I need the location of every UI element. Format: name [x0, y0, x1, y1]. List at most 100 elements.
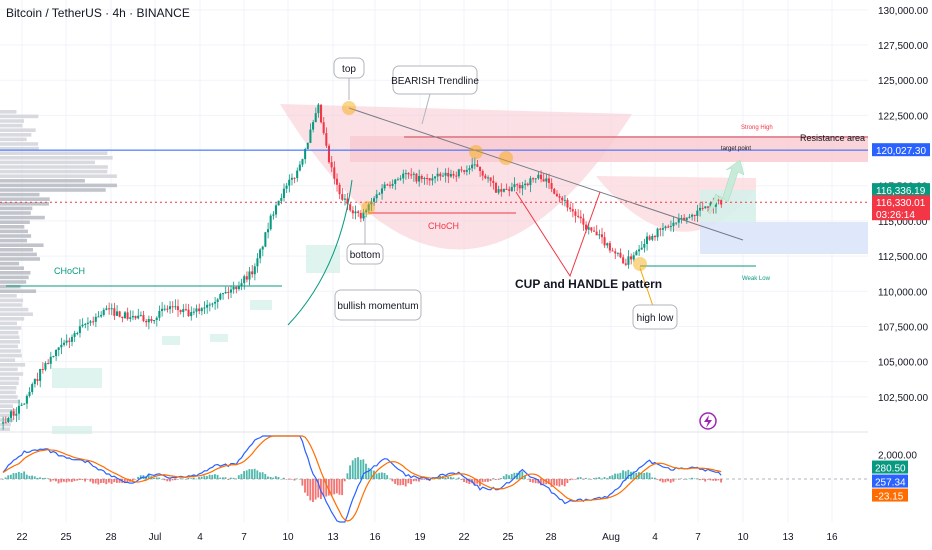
- macd-histogram-bar: [712, 479, 715, 481]
- candle-body: [701, 207, 704, 209]
- price-axis-bg: [868, 0, 932, 550]
- candle-body: [256, 258, 259, 267]
- macd-histogram-bar: [261, 472, 264, 479]
- candle-body: [611, 250, 614, 252]
- price-badge-label: 116,336.19: [876, 186, 926, 197]
- candle-body: [537, 174, 540, 179]
- macd-histogram-bar: [168, 479, 171, 482]
- time-tick-label: 13: [327, 532, 339, 543]
- candle-body: [529, 178, 532, 186]
- macd-histogram-bar: [243, 471, 245, 479]
- macd-histogram-bar: [251, 469, 253, 479]
- time-tick-label: Jul: [149, 532, 162, 543]
- candle-body: [394, 179, 397, 184]
- resistance-area-label: Resistance area: [800, 133, 865, 143]
- macd-histogram-bar: [685, 478, 688, 480]
- macd-histogram-bar: [293, 479, 296, 481]
- candle-body: [224, 291, 227, 294]
- candle-body: [206, 304, 209, 308]
- volume-bar: [0, 156, 113, 160]
- candle-body: [235, 286, 238, 290]
- candle-body: [640, 247, 643, 250]
- candle-body: [717, 199, 720, 201]
- overlay-drawings: [0, 101, 868, 430]
- price-tick-label: 127,500.00: [878, 41, 928, 52]
- candle-body: [388, 184, 391, 186]
- macd-histogram-bar: [203, 475, 206, 479]
- candle-body: [706, 206, 709, 208]
- candle-body: [320, 104, 323, 123]
- candle-body: [123, 312, 126, 319]
- macd-histogram-bar: [688, 478, 691, 480]
- time-tick-label: 22: [16, 532, 28, 543]
- macd-histogram-bar: [187, 477, 190, 479]
- target-arrow: [707, 159, 745, 215]
- candle-body: [624, 263, 627, 265]
- candle-body: [622, 257, 625, 264]
- macd-line: [2, 435, 722, 523]
- macd-histogram-bar: [399, 479, 402, 486]
- candle-body: [285, 185, 288, 189]
- macd-histogram-bar: [108, 479, 110, 483]
- macd-histogram-bar: [587, 478, 590, 480]
- candle-body: [4, 422, 7, 424]
- candle-body: [402, 173, 405, 179]
- macd-histogram-bar: [404, 479, 407, 487]
- volume-bar: [0, 303, 23, 307]
- candle-body: [698, 207, 701, 211]
- bottom-label-text: bottom: [350, 250, 381, 261]
- candle-body: [179, 310, 182, 313]
- volume-profile: [0, 110, 117, 431]
- candle-body: [312, 122, 315, 130]
- macd-histogram-bar: [155, 477, 158, 479]
- candle-body: [155, 317, 158, 321]
- candle-body: [561, 197, 564, 201]
- volume-bar: [0, 243, 44, 247]
- candle-body: [298, 164, 301, 171]
- macd-histogram-bar: [333, 479, 336, 495]
- demand-zone: [162, 336, 180, 345]
- candle-body: [198, 308, 201, 312]
- volume-bar: [0, 174, 117, 178]
- macd-histogram-bar: [415, 479, 418, 482]
- macd-histogram-bar: [431, 478, 434, 480]
- time-tick-label: 25: [60, 532, 72, 543]
- candle-body: [208, 304, 211, 306]
- macd-histogram-bar: [502, 476, 505, 479]
- candle-body: [7, 417, 10, 423]
- momentum-curve: [287, 179, 353, 326]
- macd-panel: [0, 431, 868, 523]
- bearish-trendline-label: BEARISH Trendline: [391, 65, 479, 95]
- macd-histogram-bar: [553, 479, 556, 486]
- candle-body: [100, 314, 103, 317]
- time-tick-label: 28: [545, 532, 557, 543]
- macd-histogram-bar: [89, 479, 92, 482]
- macd-histogram-bar: [214, 474, 216, 479]
- macd-histogram-bar: [285, 479, 288, 480]
- macd-histogram-bar: [444, 477, 447, 479]
- candle-body: [606, 243, 609, 246]
- candle-body: [436, 173, 439, 177]
- macd-histogram-bar: [200, 476, 203, 479]
- macd-histogram-bar: [12, 473, 15, 479]
- candle-body: [174, 306, 177, 308]
- macd-histogram-bar: [664, 479, 667, 483]
- macd-histogram-bar: [320, 479, 322, 499]
- time-tick-label: 19: [414, 532, 426, 543]
- macd-histogram-bar: [675, 478, 677, 480]
- macd-histogram-bar: [659, 479, 662, 482]
- candle-body: [630, 256, 633, 260]
- lightning-icon: [699, 412, 717, 430]
- candle-body: [449, 173, 452, 177]
- volume-bar: [0, 409, 17, 413]
- candle-body: [455, 175, 458, 177]
- volume-bar: [0, 229, 28, 234]
- grid-lines: [0, 0, 868, 522]
- macd-histogram-bar: [346, 473, 349, 479]
- macd-histogram-bar: [362, 459, 365, 479]
- bearish-trendline: [348, 107, 744, 241]
- macd-histogram-bar: [301, 479, 304, 486]
- time-tick-label: 7: [695, 532, 701, 543]
- candle-body: [17, 405, 20, 414]
- candle-body: [176, 306, 179, 311]
